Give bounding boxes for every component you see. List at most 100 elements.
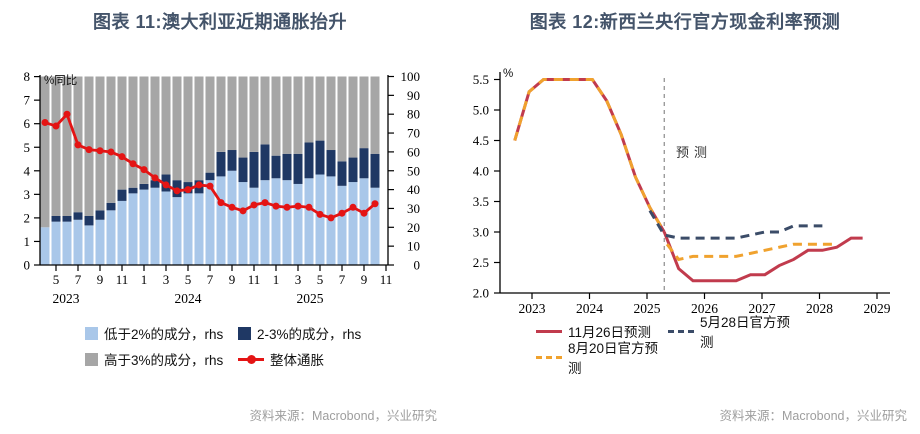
- bar-segment-2to3: [304, 142, 314, 179]
- bar-segment-above3: [238, 76, 248, 158]
- headline-inflation-dot: [173, 187, 181, 195]
- bar-segment-below2: [40, 227, 50, 265]
- legend-item-headline: 整体通胀: [238, 349, 391, 369]
- year-tick-label: 2025: [297, 291, 324, 306]
- left-chart-legend: 低于2%的成分，rhs 2-3%的成分，rhs 高于3%的成分，rhs 整体通胀: [85, 320, 391, 372]
- bar-segment-above3: [106, 76, 116, 203]
- bar-segment-below2: [304, 178, 314, 265]
- left-axis-tick-label: 8: [24, 69, 31, 84]
- headline-inflation-dot: [151, 174, 159, 182]
- left-axis-tick-label: 5: [24, 140, 31, 155]
- y-axis-tick-label: 2.0: [473, 286, 489, 301]
- y-axis-tick-label: 4.5: [473, 133, 489, 148]
- bar-segment-below2: [150, 187, 160, 265]
- bar-segment-below2: [73, 219, 83, 265]
- nov26-forecast-line: [662, 231, 863, 283]
- legend-row: 低于2%的成分，rhs 2-3%的成分，rhs: [85, 320, 391, 346]
- headline-inflation-dot: [360, 209, 368, 217]
- bar-segment-above3: [216, 76, 226, 152]
- headline-inflation-dot: [283, 203, 291, 211]
- forecast-annotation: 预测: [676, 145, 713, 160]
- bar-segment-above3: [282, 76, 292, 154]
- bar-segment-2to3: [315, 140, 325, 175]
- month-tick-label: 11: [380, 272, 393, 287]
- bar-segment-above3: [249, 76, 259, 152]
- bar-segment-above3: [95, 76, 105, 211]
- bar-segment-above3: [271, 76, 281, 156]
- headline-inflation-dot: [85, 146, 93, 154]
- bar-segment-above3: [337, 76, 347, 162]
- legend-label: 低于2%的成分，rhs: [104, 327, 224, 342]
- bar-segment-above3: [315, 76, 325, 141]
- bar-segment-below2: [62, 221, 72, 265]
- bar-segment-2to3: [216, 151, 226, 177]
- bar-segment-2to3: [117, 189, 127, 201]
- headline-inflation-dot: [63, 110, 71, 118]
- bar-segment-below2: [117, 200, 127, 265]
- right-chart-legend: 11月26日预测 5月28日官方预测 8月20日官方预测: [536, 315, 800, 376]
- month-tick-label: 1: [141, 272, 148, 287]
- x-axis-tick-label: 2029: [864, 301, 891, 316]
- bar-segment-above3: [40, 76, 50, 228]
- aug20-forecast-line: [665, 242, 837, 262]
- bar-segment-2to3: [84, 215, 94, 226]
- bar-segment-below2: [161, 191, 171, 265]
- bar-segment-2to3: [348, 157, 358, 183]
- headline-inflation-dot: [327, 214, 335, 222]
- headline-inflation-dot: [294, 202, 302, 210]
- bar-segment-2to3: [370, 153, 380, 188]
- bar-segment-below2: [249, 187, 259, 265]
- right-axis-tick-label: 80: [407, 107, 420, 122]
- month-tick-label: 11: [116, 272, 129, 287]
- legend-label: 8月20日官方预测: [568, 341, 659, 376]
- legend-item-aug20: 8月20日官方预测: [536, 337, 668, 377]
- headline-inflation-dot: [305, 203, 313, 211]
- 2to3-swatch-icon: [238, 326, 251, 340]
- legend-row: 8月20日官方预测: [536, 341, 800, 376]
- headline-inflation-dot: [239, 207, 247, 215]
- headline-inflation-dot: [140, 166, 148, 174]
- y-axis-tick-label: 3.0: [473, 225, 489, 240]
- bar-segment-above3: [161, 76, 171, 175]
- right-axis-tick-label: 100: [401, 69, 421, 84]
- right-chart-source: 资料来源：Macrobond，兴业研究: [719, 409, 907, 423]
- month-tick-label: 1: [273, 272, 280, 287]
- bar-segment-above3: [304, 76, 314, 143]
- x-axis-tick-label: 2026: [691, 301, 718, 316]
- headline-line-marker-icon: [238, 354, 264, 364]
- headline-dot-icon: [247, 354, 256, 364]
- headline-inflation-dot: [228, 203, 236, 211]
- bar-segment-below2: [271, 178, 281, 265]
- nov26-line-icon: [536, 329, 562, 333]
- year-tick-label: 2024: [175, 291, 202, 306]
- bar-segment-2to3: [293, 153, 303, 184]
- bar-segment-below2: [359, 178, 369, 265]
- bar-segment-below2: [227, 170, 237, 265]
- left-axis-tick-label: 6: [24, 116, 31, 131]
- headline-inflation-dot: [129, 160, 137, 168]
- bar-segment-above3: [370, 76, 380, 154]
- bar-segment-2to3: [271, 155, 281, 179]
- left-axis-unit-label: %同比: [44, 75, 78, 87]
- month-tick-label: 5: [185, 272, 192, 287]
- bar-segment-above3: [150, 76, 160, 181]
- headline-inflation-dot: [96, 147, 104, 155]
- bar-segment-2to3: [62, 215, 72, 222]
- bar-segment-above3: [293, 76, 303, 154]
- bar-segment-below2: [139, 189, 149, 265]
- legend-label: 5月28日官方预测: [700, 315, 791, 350]
- headline-inflation-dot: [338, 209, 346, 217]
- bar-segment-2to3: [238, 157, 248, 183]
- bar-segment-below2: [293, 183, 303, 265]
- legend-item-below2: 低于2%的成分，rhs: [85, 323, 238, 343]
- bar-segment-above3: [172, 76, 182, 181]
- bar-segment-below2: [84, 225, 94, 265]
- bar-segment-below2: [260, 180, 270, 265]
- bar-segment-below2: [51, 221, 61, 265]
- headline-inflation-dot: [195, 181, 203, 189]
- bar-segment-below2: [95, 219, 105, 265]
- bar-segment-2to3: [128, 187, 138, 194]
- headline-inflation-dot: [250, 201, 258, 209]
- month-tick-label: 3: [163, 272, 170, 287]
